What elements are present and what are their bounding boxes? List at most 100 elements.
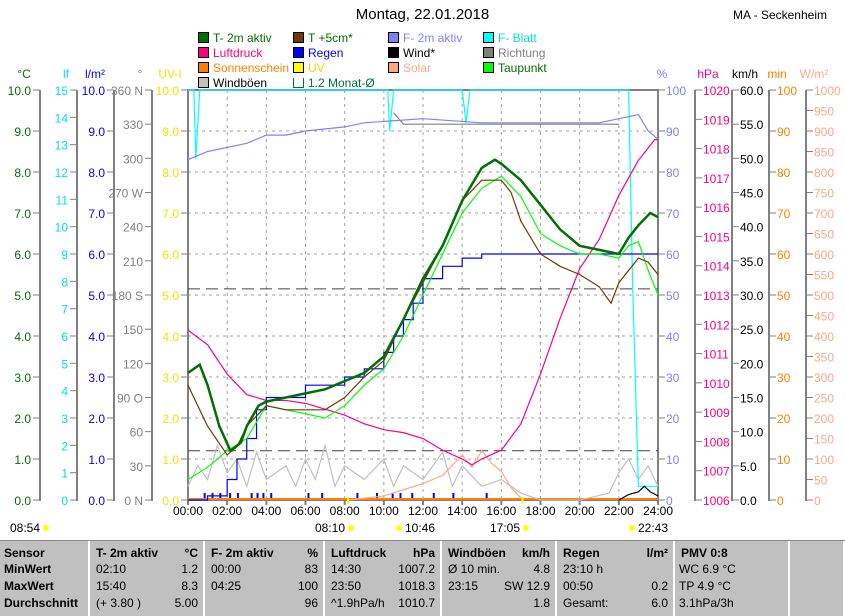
sun-moon-time: 17:05 [490,521,520,535]
legend-label: Luftdruck [213,46,263,60]
axis-tick-label: 10.0 [82,84,106,98]
axis-unit-label: UV-I [158,67,181,81]
axis-tick-label: 7.0 [14,207,31,221]
rain-bar [236,493,239,500]
legend-swatch [198,32,209,43]
axis-tick-label: 330 [123,118,143,132]
legend-swatch [198,47,209,58]
axis-tick-label: 1017 [703,172,730,186]
x-tick-label: 08:00 [330,504,360,518]
weather-chart: °C0.01.02.03.04.05.06.07.08.09.010.0lf01… [8,67,841,535]
axis-tick-label: 4 [61,385,68,399]
axis-tick-label: 100 [666,84,686,98]
axis-tick-label: 450 [814,310,834,324]
axis-tick-label: 30 [666,371,680,385]
axis-tick-label: 150 [123,323,143,337]
axis-tick-label: 90 O [117,392,143,406]
table-cell: 00:50 [563,579,594,593]
axis-tick-label: 13 [55,139,69,153]
x-tick-label: 16:00 [486,504,516,518]
legend-swatch [388,47,399,58]
axis-tick-label: 6.0 [162,248,179,262]
table-cell: l/m² [646,546,668,560]
stats-table: Sensor MinWert MaxWert Durchschnitt T- 2m ak… [0,540,845,616]
axis-tick-label: 2.0 [14,412,31,426]
axis-tick-label: 8 [61,275,68,289]
axis-unit-label: hPa [697,67,719,81]
axis-tick-label: 1014 [703,260,730,274]
axis-tick-label: 5.0 [162,289,179,303]
axis-tick-label: 90 [777,125,791,139]
axis-tick-label: 200 [814,412,834,426]
axis-tick-label: 600 [814,248,834,262]
table-cell: 96 [304,596,318,610]
axis-tick-label: 8.0 [14,166,31,180]
axis-tick-label: 12 [55,166,69,180]
rain-bar [485,493,488,500]
sun-icon [523,525,529,531]
axis-tick-label: 70 [777,207,791,221]
axis-tick-label: 1008 [703,435,730,449]
axis-unit-label: W/m² [800,67,829,81]
table-cell: Regen [563,546,600,560]
axis-tick-label: 50 [777,289,791,303]
axis-tick-label: 6.0 [14,248,31,262]
axis-tick-label: 7 [61,303,68,317]
legend-item: Solar [388,61,431,76]
legend-label: 1.2 Monat-Ø [308,76,375,90]
axis-tick-label: 1.0 [162,453,179,467]
rain-bar [256,493,259,500]
axis-tick-label: 80 [777,166,791,180]
table-cell: 1.8 [533,596,550,610]
axis-tick-label: 1019 [703,113,730,127]
series-f-blatt [188,89,658,487]
axis-tick-label: 400 [814,330,834,344]
legend-item: Regen [293,46,343,61]
axis-tick-label: 0 [666,494,673,508]
axis-tick-label: 20.0 [740,357,764,371]
table-cell: 00:00 [211,562,242,576]
axis-tick-label: 1.0 [88,453,105,467]
legend-item: Sonnenschein [198,61,289,76]
legend-label: Sonnenschein [213,61,290,75]
legend-swatch [293,32,304,43]
axis-tick-label: 900 [814,125,834,139]
legend-item: F- Blatt [483,31,537,46]
table-cell: Windböen [448,546,506,560]
x-tick-label: 00:00 [173,504,203,518]
axis-tick-label: 1007 [703,465,730,479]
axis-tick-label: 10.0 [156,84,180,98]
axis-tick-label: 1006 [703,494,730,508]
series-solar [348,449,524,501]
table-cell: Luftdruck [331,546,387,560]
station-name: MA - Seckenheim [732,8,827,22]
axis-tick-label: 650 [814,228,834,242]
table-cell: PMV 0:8 [681,546,728,560]
legend-item: T- 2m aktiv [198,31,272,46]
axis-tick-label: 2.0 [162,412,179,426]
table-column: Windböen km/h Ø 10 min. 4.8 23:15 SW 12.9 1.8 [442,541,557,616]
axis-tick-label: 11 [56,193,69,207]
axis-tick-label: 5.0 [14,289,31,303]
table-column: Luftdruck hPa 14:30 1007.2 23:50 1018.3 ^1.9hP… [325,541,442,616]
legend-item: UV [293,61,325,76]
table-cell: T- 2m aktiv [96,546,159,560]
x-tick-label: 24:00 [643,504,673,518]
table-cell: % [307,546,318,560]
legend-item: 1.2 Monat-Ø [293,76,375,91]
legend-swatch [293,62,304,73]
legend-label: UV [308,61,325,75]
legend-swatch [388,62,399,73]
legend-swatch [388,32,399,43]
axis-tick-label: 1018 [703,143,730,157]
axis-tick-label: 2.0 [88,412,105,426]
table-cell: 14:30 [331,562,362,576]
table-cell: MinWert [4,562,52,576]
axis-tick-label: 1020 [703,84,730,98]
axis-tick-label: 1015 [703,230,730,244]
axis-tick-label: 180 S [112,289,143,303]
axis-tick-label: 8.0 [88,166,105,180]
table-cell: 0.2 [651,579,668,593]
table-cell: 100 [297,579,318,593]
axis-tick-label: 60 [130,426,144,440]
